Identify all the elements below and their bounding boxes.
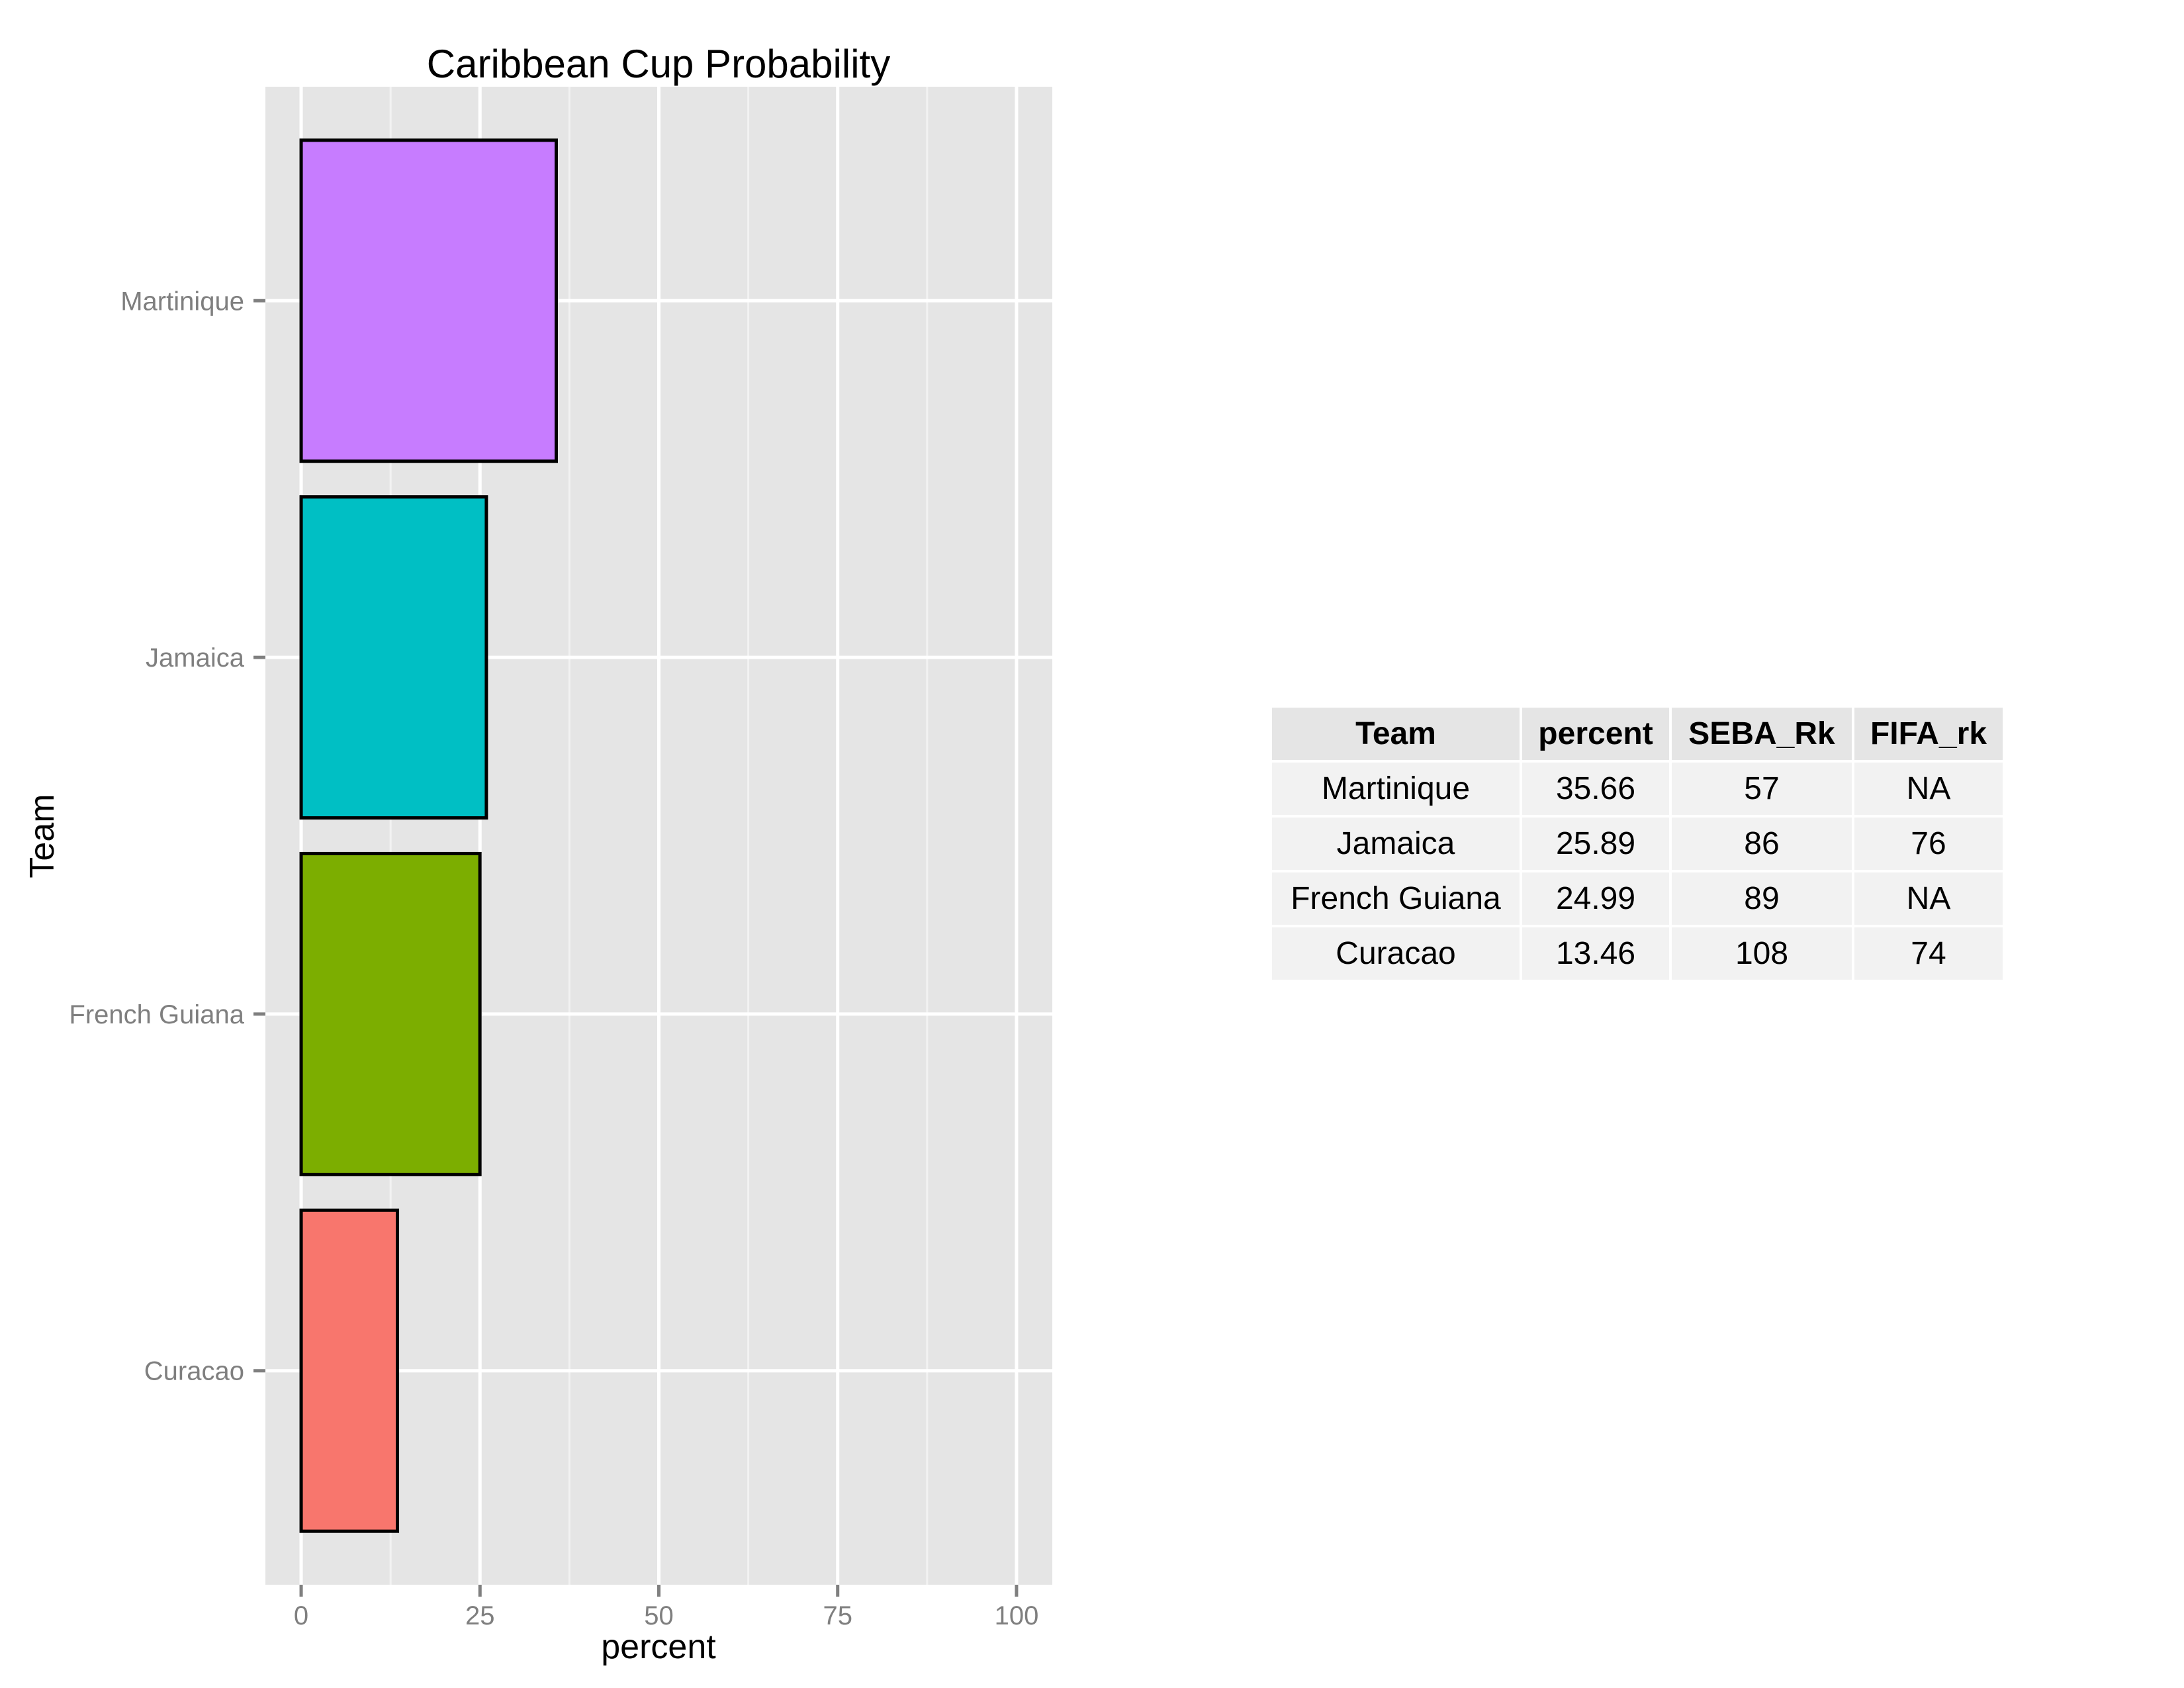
- data-table: Team percent SEBA_Rk FIFA_rk Martinique 35.66…: [1272, 708, 2003, 980]
- bar: [299, 138, 558, 463]
- table-cell: 74: [1854, 927, 2003, 980]
- y-axis-label: Team: [23, 794, 62, 878]
- x-tick-label: 50: [644, 1601, 674, 1630]
- table-cell: 25.89: [1522, 818, 1669, 870]
- bar: [299, 1208, 400, 1533]
- table-cell: Curacao: [1272, 927, 1520, 980]
- bar-chart: Martinique Jamaica French Guiana Curacao 0 2…: [23, 42, 1052, 1666]
- x-tick-label: 100: [995, 1601, 1039, 1630]
- table-header-cell: SEBA_Rk: [1672, 708, 1852, 760]
- chart-title: Caribbean Cup Probability: [427, 42, 890, 86]
- x-tick-label: 0: [294, 1601, 308, 1630]
- x-tick-label: 75: [823, 1601, 852, 1630]
- y-tick-label: Curacao: [144, 1357, 244, 1386]
- table-cell: 89: [1672, 872, 1852, 925]
- y-tick-label: Martinique: [120, 287, 244, 316]
- table-header-cell: FIFA_rk: [1854, 708, 2003, 760]
- table-cell: NA: [1854, 872, 2003, 925]
- table-cell: 76: [1854, 818, 2003, 870]
- table-cell: 86: [1672, 818, 1852, 870]
- table-header-cell: Team: [1272, 708, 1520, 760]
- table-cell: French Guiana: [1272, 872, 1520, 925]
- table-cell: 35.66: [1522, 763, 1669, 815]
- table-cell: 108: [1672, 927, 1852, 980]
- y-axis: Martinique Jamaica French Guiana Curacao: [69, 287, 265, 1386]
- table-cell: 24.99: [1522, 872, 1669, 925]
- y-tick-label: Jamaica: [146, 643, 245, 673]
- table-cell: NA: [1854, 763, 2003, 815]
- x-axis-label: percent: [601, 1628, 716, 1666]
- x-axis: 0 25 50 75 100: [294, 1585, 1038, 1630]
- y-tick-label: French Guiana: [69, 1000, 244, 1029]
- bar: [299, 851, 482, 1176]
- major-gridlines: [265, 87, 1052, 1585]
- bar: [299, 495, 488, 820]
- table-cell: Jamaica: [1272, 818, 1520, 870]
- table-cell: Martinique: [1272, 763, 1520, 815]
- table-header-cell: percent: [1522, 708, 1669, 760]
- table-cell: 13.46: [1522, 927, 1669, 980]
- table-cell: 57: [1672, 763, 1852, 815]
- x-tick-label: 25: [465, 1601, 495, 1630]
- bars: [299, 138, 558, 1533]
